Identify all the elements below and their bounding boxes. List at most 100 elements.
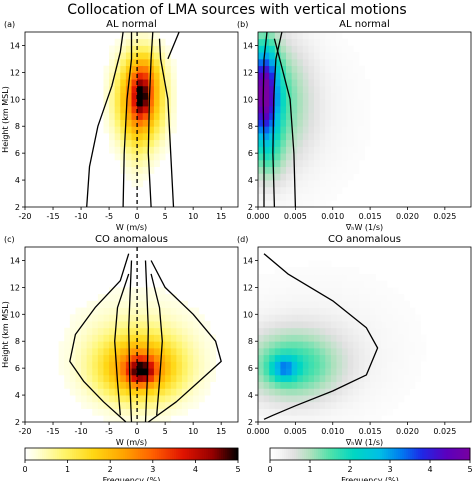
heatmap-cell — [153, 307, 160, 315]
heatmap-cell — [274, 374, 281, 383]
heatmap-cell — [170, 347, 177, 356]
heatmap-cell — [325, 139, 332, 147]
colorbar-segment — [101, 448, 105, 460]
colorbar-frame — [269, 447, 471, 461]
heatmap-cell — [280, 347, 287, 356]
heatmap-cell — [302, 314, 309, 322]
heatmap-cell — [353, 99, 360, 107]
heatmap-cell — [125, 126, 132, 134]
heatmap-cell — [274, 180, 281, 188]
heatmap-cell — [159, 294, 166, 302]
colorbar-tick-label: 4 — [427, 465, 432, 474]
heatmap-cell — [353, 267, 360, 275]
heatmap-cell — [314, 173, 321, 181]
heatmap-cell — [392, 307, 399, 315]
heatmap-cell — [86, 388, 93, 396]
heatmap-cell — [386, 381, 393, 389]
heatmap-cell — [308, 354, 315, 362]
heatmap-cell — [280, 395, 287, 403]
heatmap-cell — [291, 200, 298, 208]
heatmap-cell — [125, 395, 132, 403]
heatmap-cell — [308, 153, 315, 161]
heatmap-cell — [342, 153, 349, 161]
heatmap-cell — [263, 166, 270, 174]
heatmap-cell — [302, 72, 309, 80]
colorbar-segment — [73, 448, 77, 460]
colorbar-segment — [103, 448, 107, 460]
heatmap-cell — [325, 354, 332, 362]
heatmap-cell — [364, 341, 371, 349]
heatmap-cell — [319, 300, 326, 308]
heatmap-cell — [392, 388, 399, 396]
heatmap-cell — [176, 307, 183, 315]
heatmap-cell — [325, 126, 332, 134]
heatmap-cell — [314, 52, 321, 60]
colorbar-segment — [212, 448, 216, 460]
heatmap-cell — [86, 395, 93, 403]
heatmap-cell — [165, 408, 172, 416]
heatmap-cell — [325, 408, 332, 416]
heatmap-cell — [409, 368, 416, 376]
heatmap-cell — [409, 334, 416, 342]
heatmap-cell — [392, 294, 399, 302]
heatmap-cell — [159, 45, 166, 53]
heatmap-cell — [336, 79, 343, 87]
heatmap-cell — [258, 415, 265, 423]
colorbar-segment — [438, 448, 441, 460]
heatmap-cell — [308, 193, 315, 201]
heatmap-cell — [353, 280, 360, 288]
heatmap-cell — [319, 260, 326, 268]
heatmap-cell — [330, 58, 337, 67]
heatmap-cell — [286, 287, 293, 295]
heatmap-cell — [280, 388, 287, 396]
heatmap-cell — [176, 374, 183, 383]
heatmap-cell — [336, 408, 343, 416]
heatmap-cell — [409, 347, 416, 356]
colorbar-segment — [35, 448, 39, 460]
heatmap-cell — [280, 92, 287, 100]
heatmap-cell — [302, 79, 309, 87]
heatmap-cell — [353, 52, 360, 60]
heatmap-cell — [263, 65, 270, 73]
heatmap-cell — [64, 368, 71, 376]
heatmap-cell — [347, 374, 354, 383]
colorbar-segment — [140, 448, 143, 460]
heatmap-cell — [291, 38, 298, 46]
x-tick-label: 0.010 — [321, 212, 344, 221]
heatmap-cell — [114, 132, 121, 141]
colorbar-segment — [448, 448, 451, 460]
heatmap-cell — [319, 72, 326, 80]
heatmap-cell — [330, 112, 337, 120]
heatmap-cell — [319, 173, 326, 181]
heatmap-cell — [120, 327, 127, 335]
x-axis-label: ∇ₕW (1/s) — [345, 223, 383, 232]
heatmap-cell — [364, 280, 371, 288]
heatmap-cell — [142, 52, 149, 60]
heatmap-cell — [364, 401, 371, 409]
heatmap-cell — [274, 119, 281, 127]
heatmap-cell — [81, 321, 88, 329]
heatmap-cell — [120, 45, 127, 53]
colorbar-segment — [434, 448, 437, 460]
heatmap-cell — [153, 347, 160, 356]
colorbar-segment — [63, 448, 66, 460]
heatmap-cell — [280, 307, 287, 315]
heatmap-cell — [103, 354, 110, 362]
heatmap-cell — [286, 112, 293, 120]
heatmap-cell — [386, 314, 393, 322]
heatmap-cell — [302, 341, 309, 349]
heatmap-cell — [386, 347, 393, 356]
heatmap-cell — [258, 354, 265, 362]
heatmap-cell — [336, 173, 343, 181]
heatmap-cell — [131, 334, 138, 342]
heatmap-cell — [181, 368, 188, 376]
heatmap-cell — [319, 267, 326, 275]
heatmap-cell — [286, 146, 293, 154]
heatmap-cell — [342, 401, 349, 409]
x-tick-label: 15 — [216, 427, 226, 436]
heatmap-cell — [258, 193, 265, 201]
heatmap-cell — [137, 32, 144, 40]
heatmap-cell — [336, 415, 343, 423]
heatmap-cell — [142, 106, 149, 114]
